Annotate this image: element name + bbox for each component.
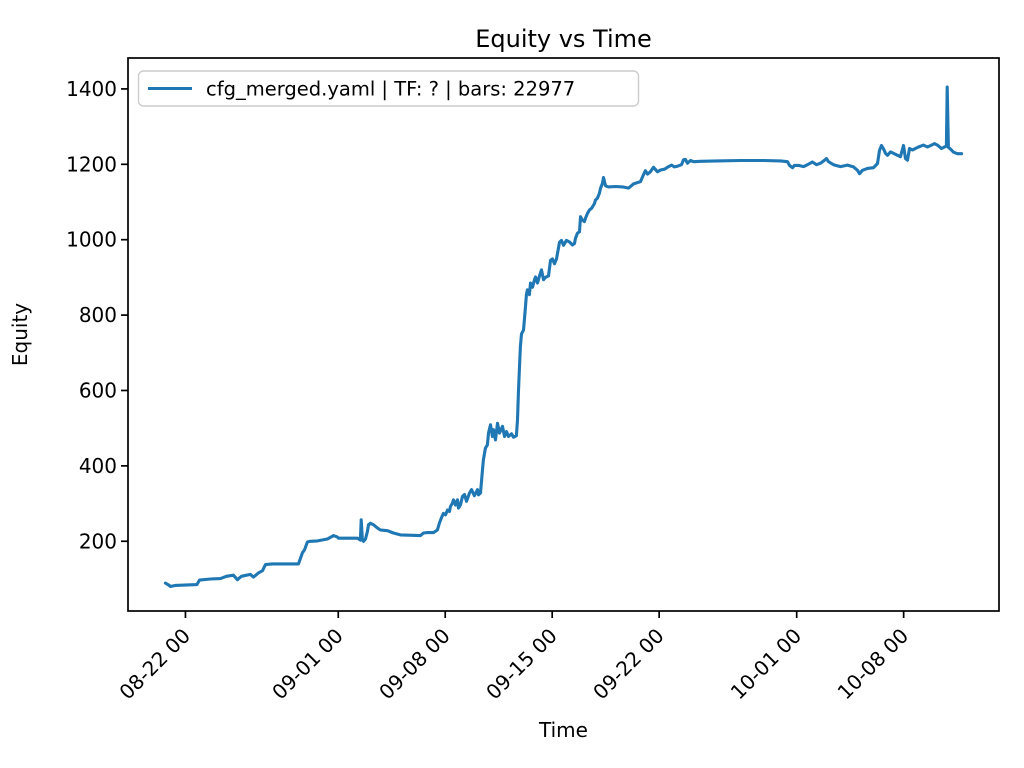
y-axis-label: Equity: [8, 303, 32, 366]
legend-label: cfg_merged.yaml | TF: ? | bars: 22977: [206, 78, 575, 101]
y-tick-label: 800: [79, 303, 117, 327]
legend: cfg_merged.yaml | TF: ? | bars: 22977: [137, 70, 640, 107]
y-tick-label: 1400: [66, 77, 117, 101]
y-tick-label: 200: [79, 529, 117, 553]
x-axis-label: Time: [538, 718, 588, 742]
equity-line: [163, 85, 964, 589]
y-axis-ticks: 200 400 600 800 1000 1200 1400: [66, 77, 128, 553]
y-tick-label: 400: [79, 454, 117, 478]
y-tick-label: 1200: [66, 152, 117, 176]
y-tick-label: 1000: [66, 228, 117, 252]
legend-box: [137, 70, 640, 107]
chart-title: Equity vs Time: [475, 25, 652, 53]
plot-frame: [127, 57, 1000, 612]
y-tick-label: 600: [79, 378, 117, 402]
